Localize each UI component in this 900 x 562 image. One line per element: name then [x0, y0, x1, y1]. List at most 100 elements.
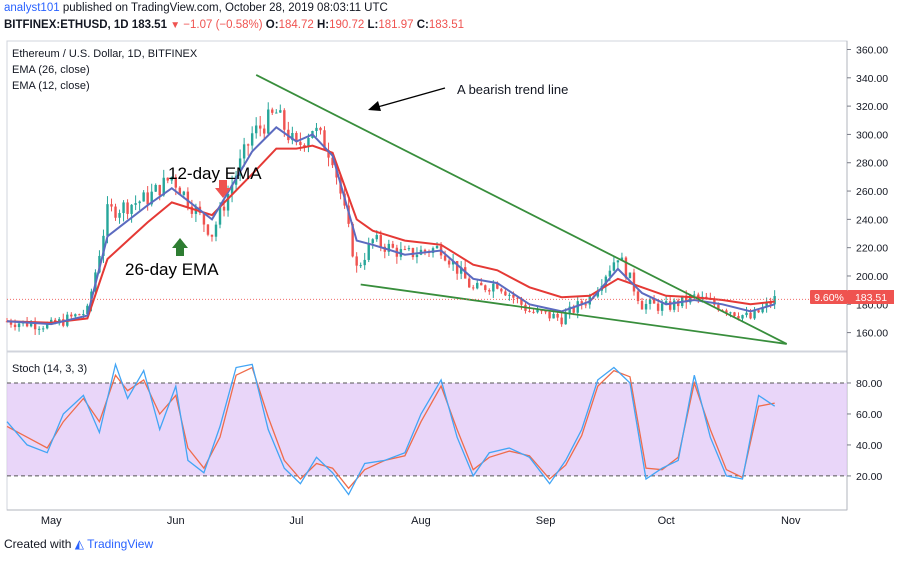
candle-body [435, 245, 439, 249]
stoch-band-group [7, 382, 847, 477]
candle-body [492, 283, 495, 292]
x-tick-label: Aug [411, 515, 431, 527]
candle-body [78, 314, 81, 316]
candle-body [624, 257, 628, 279]
candle-body [299, 141, 302, 145]
author-name[interactable]: analyst101 [4, 2, 60, 14]
candle-body [484, 285, 487, 291]
candle-body [45, 323, 49, 329]
candle-body [222, 206, 226, 211]
candle-body [652, 299, 656, 304]
candle-body [134, 203, 137, 205]
close-value: 183.51 [428, 19, 465, 31]
candle-body [472, 287, 475, 289]
candle-body [411, 248, 415, 258]
candle-body [741, 315, 744, 319]
candle-body [70, 314, 73, 317]
candle-body [664, 301, 668, 304]
candle-body [753, 310, 756, 319]
candle-body [668, 301, 672, 310]
low-label: L: [367, 19, 379, 31]
candle-body [74, 314, 77, 317]
y-tick-label: 220.00 [856, 243, 888, 255]
candle-body [620, 257, 624, 261]
down-arrow-icon [215, 180, 231, 198]
trend-line [360, 283, 787, 345]
down-triangle-icon: ▼ [170, 20, 181, 31]
candle-body [263, 128, 266, 134]
x-tick-label: Jun [167, 515, 185, 527]
candle-body [154, 184, 157, 192]
ema12-annotation: 12-day EMA [168, 164, 262, 183]
candle-body [516, 297, 519, 299]
candle-body [319, 127, 322, 131]
candle-body [693, 294, 696, 296]
candle-body [576, 301, 579, 313]
close-label: C: [416, 19, 429, 31]
candle-body [307, 137, 310, 147]
stoch-tick-label: 80.00 [856, 378, 882, 390]
candle-body [572, 306, 575, 313]
candle-body [628, 272, 632, 279]
candle-body [283, 110, 286, 130]
candle-body [560, 317, 563, 325]
candle-body [279, 110, 282, 113]
last-price-tag-label: 183.51 [855, 292, 887, 304]
candle-body [407, 248, 411, 250]
tradingview-brand[interactable]: TradingView [87, 537, 154, 551]
stoch-axis: 20.00 40.00 60.00 80.00 [847, 378, 882, 483]
high-value: 190.72 [329, 19, 365, 31]
annotation-arrow-line [373, 87, 446, 109]
candle-body [166, 177, 169, 181]
candle-body [443, 255, 447, 261]
candle-body [480, 282, 483, 286]
open-label: O: [265, 19, 279, 31]
candle-body [174, 177, 178, 188]
stoch-tick-label: 20.00 [856, 471, 882, 483]
candle-body [214, 224, 218, 237]
candle-body [271, 109, 274, 113]
candle-body [733, 312, 736, 316]
candle-body [355, 256, 358, 266]
candle-body [82, 314, 85, 316]
candle-body [275, 112, 278, 114]
candle-body [648, 299, 652, 304]
candle-body [126, 202, 129, 214]
candles-group [5, 102, 776, 335]
trend-line [255, 74, 788, 345]
candle-body [584, 304, 587, 306]
candle-body [250, 133, 254, 146]
candle-body [206, 224, 210, 235]
candle-body [246, 144, 250, 146]
candle-body [697, 294, 700, 298]
candle-body [713, 299, 716, 305]
candle-body [50, 319, 53, 324]
candle-body [62, 319, 65, 326]
candle-body [580, 301, 583, 305]
candle-body [371, 239, 374, 244]
ema26-line [6, 144, 775, 324]
candle-body [190, 206, 194, 214]
candle-body [745, 312, 748, 316]
legend-ema26: EMA (26, close) [12, 64, 90, 76]
candle-body [33, 322, 37, 330]
candle-body [182, 191, 186, 195]
legend-ema12: EMA (12, close) [12, 80, 90, 92]
candle-body [331, 157, 334, 166]
candle-body [13, 324, 17, 328]
candle-body [303, 144, 306, 147]
candle-body [556, 313, 559, 318]
candle-body [757, 310, 760, 313]
price-axis: 160.00180.00200.00220.00240.00260.00280.… [847, 44, 888, 340]
candle-body [86, 305, 89, 315]
candle-body [17, 323, 21, 328]
candle-body [315, 127, 318, 132]
candle-body [636, 291, 640, 302]
candle-body [644, 303, 648, 310]
candle-body [451, 261, 455, 265]
candle-body [496, 283, 499, 289]
candle-body [769, 302, 772, 305]
stoch-k-line [6, 362, 776, 496]
candle-body [210, 234, 214, 237]
